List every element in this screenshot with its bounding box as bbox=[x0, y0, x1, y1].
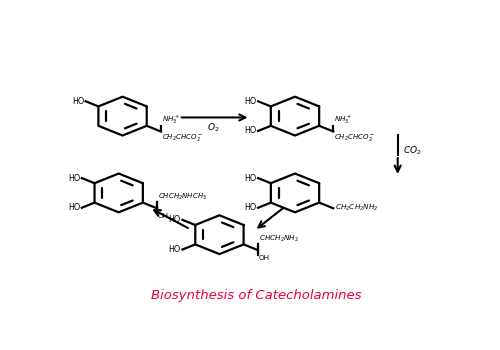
Text: HO: HO bbox=[168, 215, 181, 224]
Text: HO: HO bbox=[244, 126, 256, 135]
Text: $CH_2CH_2NH_2$: $CH_2CH_2NH_2$ bbox=[335, 203, 378, 214]
Text: $CHCH_2NH_2$: $CHCH_2NH_2$ bbox=[259, 234, 299, 244]
Text: Biosynthesis of Catecholamines: Biosynthesis of Catecholamines bbox=[151, 289, 362, 302]
Text: HO: HO bbox=[72, 97, 84, 106]
Text: HO: HO bbox=[68, 174, 80, 183]
Text: HO: HO bbox=[244, 203, 256, 212]
Text: $NH_3^+$: $NH_3^+$ bbox=[162, 113, 180, 126]
Text: $O_2$: $O_2$ bbox=[208, 121, 220, 134]
Text: HO: HO bbox=[68, 203, 80, 212]
Text: HO: HO bbox=[168, 245, 181, 254]
Text: HO: HO bbox=[244, 174, 256, 183]
Text: HO: HO bbox=[244, 97, 256, 106]
Text: OH: OH bbox=[158, 213, 169, 219]
Text: OH: OH bbox=[259, 255, 270, 261]
Text: $CH_2CHCO_2^-$: $CH_2CHCO_2^-$ bbox=[334, 132, 376, 143]
Text: $CH_2CHCO_2^-$: $CH_2CHCO_2^-$ bbox=[162, 132, 203, 143]
Text: $CHCH_2NHCH_3$: $CHCH_2NHCH_3$ bbox=[158, 192, 207, 202]
Text: $NH_3^+$: $NH_3^+$ bbox=[334, 113, 352, 126]
Text: $CO_2$: $CO_2$ bbox=[402, 145, 421, 158]
